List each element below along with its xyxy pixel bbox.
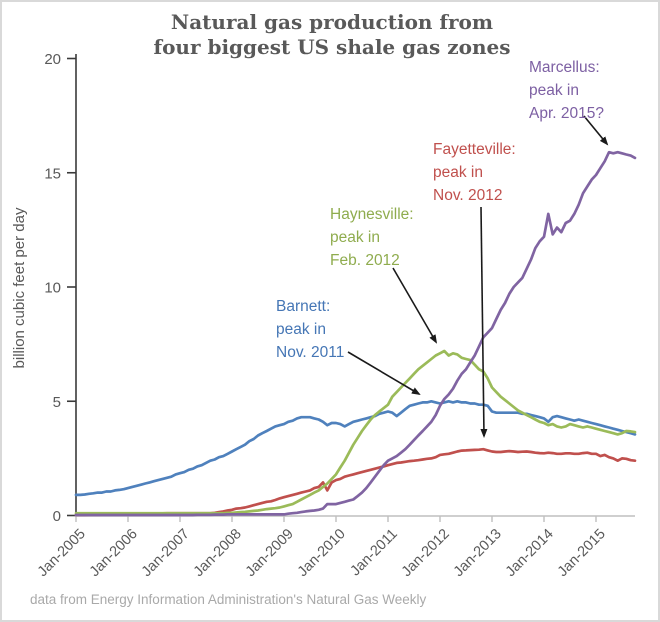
series-lines <box>74 150 637 517</box>
annotation-barnett-line: Barnett: <box>276 298 331 315</box>
y-tick-label: 15 <box>44 165 61 182</box>
x-tick-label: Jan-2012 <box>399 526 453 580</box>
annotation-marcellus-line: peak in <box>529 82 579 99</box>
annotation-barnett-line: Nov. 2011 <box>276 344 345 361</box>
chart-title-line2: four biggest US shale gas zones <box>153 35 511 59</box>
annotation-fayetteville-line: peak in <box>433 164 483 181</box>
source-note: data from Energy Information Administrat… <box>30 592 427 607</box>
x-tick-label: Jan-2007 <box>139 526 193 580</box>
series-line-fayetteville <box>74 447 637 517</box>
x-tick-label: Jan-2009 <box>243 526 297 580</box>
annotation-barnett-line: peak in <box>276 321 326 338</box>
annotation-haynesville: Haynesville: peak in Feb. 2012 <box>330 203 414 272</box>
annotation-marcellus-line: Marcellus: <box>529 59 600 76</box>
arrow-haynesville <box>392 267 438 344</box>
x-tick-label: Jan-2008 <box>191 526 245 580</box>
series-line-marcellus <box>74 150 637 517</box>
y-tick-label: 0 <box>53 508 61 525</box>
y-tick-label: 10 <box>44 280 61 297</box>
x-tick-label: Jan-2014 <box>503 526 557 580</box>
annotation-barnett: Barnett: peak in Nov. 2011 <box>276 295 344 364</box>
annotation-fayetteville-line: Nov. 2012 <box>433 187 503 204</box>
x-tick-label: Jan-2005 <box>35 526 89 580</box>
x-tick-label: Jan-2006 <box>87 526 141 580</box>
series-line-haynesville <box>74 349 637 515</box>
series-line-barnett <box>74 399 637 497</box>
annotation-haynesville-line: peak in <box>330 229 380 246</box>
annotation-marcellus: Marcellus: peak in Apr. 2015? <box>529 56 604 125</box>
x-axis: Jan-2005Jan-2006Jan-2007Jan-2008Jan-2009… <box>35 515 635 580</box>
annotation-arrows <box>347 115 609 438</box>
annotation-fayetteville: Fayetteville: peak in Nov. 2012 <box>433 138 516 207</box>
x-tick-label: Jan-2013 <box>451 526 505 580</box>
annotation-haynesville-line: Haynesville: <box>330 206 414 223</box>
x-tick-label: Jan-2015 <box>555 526 609 580</box>
arrow-marcellus <box>583 115 609 146</box>
arrow-barnett <box>347 351 421 396</box>
x-tick-label: Jan-2010 <box>295 526 349 580</box>
y-axis: 0 5 10 15 20 <box>44 51 77 525</box>
annotation-fayetteville-line: Fayetteville: <box>433 141 516 158</box>
annotation-haynesville-line: Feb. 2012 <box>330 252 400 269</box>
annotation-marcellus-line: Apr. 2015? <box>529 105 604 122</box>
chart-title-line1: Natural gas production from <box>170 10 494 34</box>
y-axis-title: billion cubic feet per day <box>11 207 28 368</box>
y-tick-label: 20 <box>44 51 61 68</box>
chart-title: Natural gas production from four biggest… <box>17 10 647 60</box>
arrow-fayetteville <box>480 206 488 438</box>
x-tick-label: Jan-2011 <box>348 526 401 579</box>
y-tick-label: 5 <box>53 394 61 411</box>
